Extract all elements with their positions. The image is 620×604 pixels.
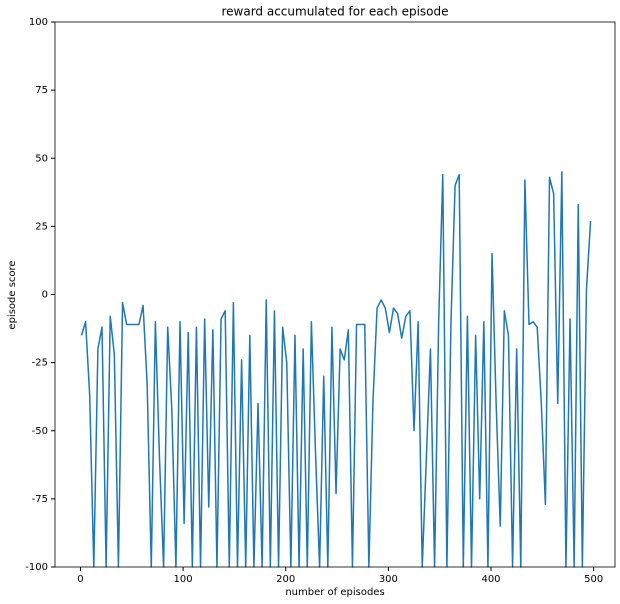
y-tick-label: -50 [32,426,48,437]
y-tick-label: -75 [32,494,48,505]
y-tick-label: -25 [32,358,48,369]
y-tick-label: 0 [42,290,48,301]
y-tick-label: 25 [35,221,48,232]
x-tick-label: 200 [276,574,295,585]
plot-frame [54,21,616,568]
y-tick-label: -100 [25,562,48,573]
x-tick-label: 300 [379,574,398,585]
y-tick-label: 100 [29,17,48,28]
x-tick-label: 400 [481,574,500,585]
x-tick-label: 0 [77,574,83,585]
y-axis-label: episode score [7,260,18,329]
y-tick-label: 75 [35,85,48,96]
x-axis-label: number of episodes [285,587,384,598]
y-tick-label: 50 [35,153,48,164]
chart-title: reward accumulated for each episode [221,5,448,19]
x-tick-label: 500 [584,574,603,585]
x-tick-label: 100 [174,574,193,585]
data-line [80,171,592,568]
